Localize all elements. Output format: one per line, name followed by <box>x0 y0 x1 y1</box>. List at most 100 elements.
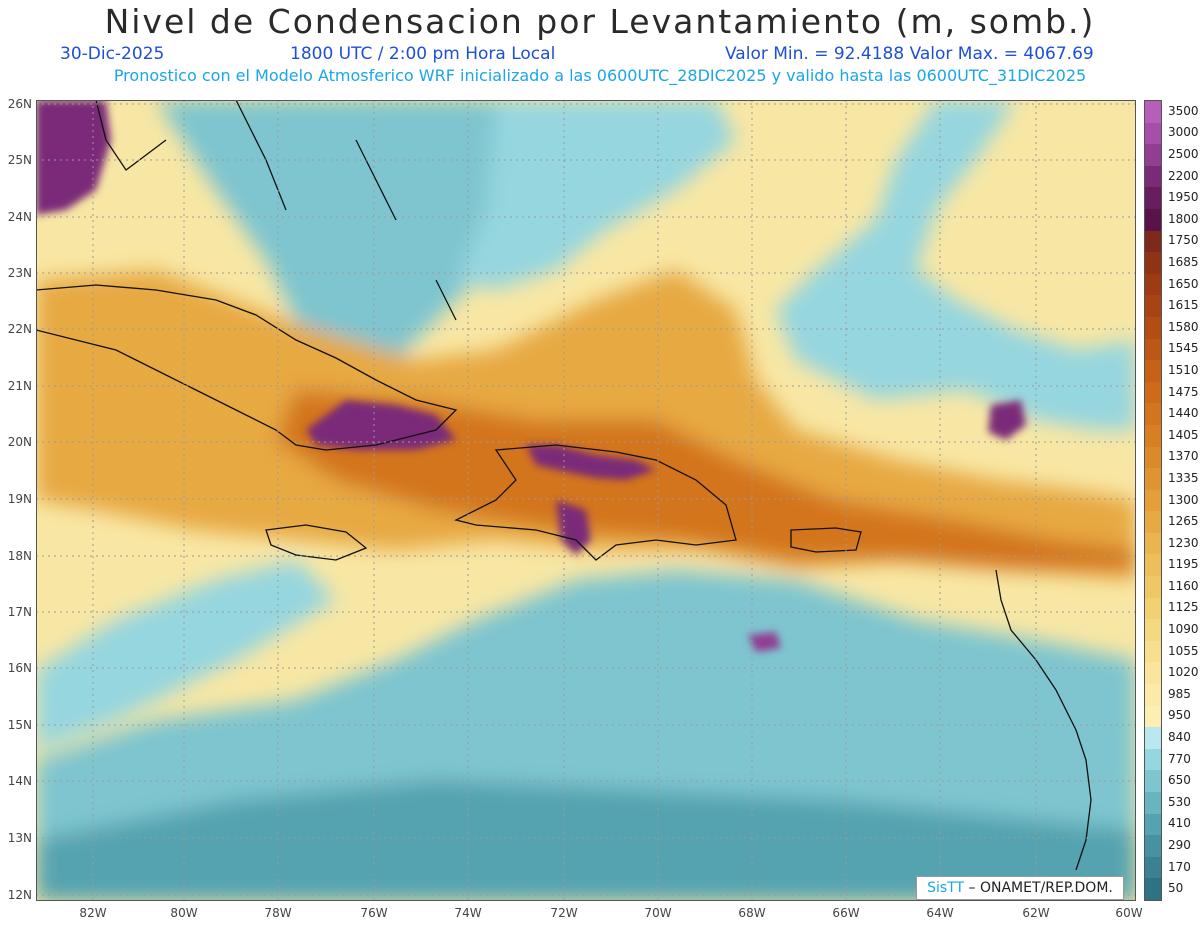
colorbar-tick-label: 410 <box>1168 816 1191 831</box>
colorbar-segment <box>1145 295 1161 318</box>
lat-label: 13N <box>7 831 32 845</box>
colorbar-tick-label: 1335 <box>1168 470 1199 485</box>
purple-northwest-corner <box>36 100 111 215</box>
colorbar-tick-label: 1090 <box>1168 622 1199 637</box>
colorbar-segment <box>1145 532 1161 555</box>
colorbar-segment <box>1145 381 1161 404</box>
lon-label: 82W <box>79 906 107 920</box>
colorbar-tick-label: 1545 <box>1168 341 1199 356</box>
lon-label: 66W <box>832 906 860 920</box>
teal-streak-southwest <box>36 560 336 750</box>
forecast-date: 30-Dic-2025 <box>60 44 165 64</box>
colorbar-segment <box>1145 489 1161 512</box>
colorbar-segment <box>1145 446 1161 469</box>
colorbar-segment <box>1145 468 1161 491</box>
teal-band-northeast <box>456 100 736 290</box>
lat-label: 19N <box>7 492 32 506</box>
colorbar-segment <box>1145 727 1161 750</box>
colorbar-segment <box>1145 792 1161 815</box>
lat-label: 17N <box>7 605 32 619</box>
lat-label: 20N <box>7 435 32 449</box>
colorbar-segment <box>1145 748 1161 771</box>
colorbar-segment <box>1145 597 1161 620</box>
colorbar-segment <box>1145 554 1161 577</box>
lat-label: 23N <box>7 266 32 280</box>
colorbar-tick-label: 650 <box>1168 773 1191 788</box>
lon-label: 70W <box>644 906 672 920</box>
gridlines <box>36 100 1136 901</box>
credit-agency: – ONAMET/REP.DOM. <box>964 880 1113 896</box>
colorbar-segment <box>1145 316 1161 340</box>
lon-label: 72W <box>550 906 578 920</box>
purple-atlantic-patch <box>988 400 1026 440</box>
puerto-rico-coastline <box>790 527 862 553</box>
credit-sis: SisTT <box>927 880 965 896</box>
lat-label: 25N <box>7 153 32 167</box>
colorbar-tick-label: 770 <box>1168 751 1191 766</box>
colorbar-segment <box>1145 856 1161 879</box>
colorbar-segment <box>1145 338 1161 361</box>
colorbar-segment <box>1145 403 1161 426</box>
map-frame <box>36 100 1136 901</box>
colorbar-tick-label: 1405 <box>1168 427 1199 442</box>
colorbar-tick-label: 1020 <box>1168 665 1199 680</box>
model-description: Pronostico con el Modelo Atmosferico WRF… <box>113 66 1087 85</box>
colorbar-segment <box>1145 424 1161 447</box>
colorbar-segment <box>1145 187 1161 210</box>
lat-label: 22N <box>7 322 32 336</box>
colorbar-segment <box>1145 576 1161 599</box>
jamaica-coastline <box>265 524 368 561</box>
colorbar-segment <box>1145 360 1161 383</box>
colorbar-tick-label: 950 <box>1168 708 1191 723</box>
colorbar-tick-label: 1300 <box>1168 492 1199 507</box>
lat-label: 14N <box>7 774 32 788</box>
chart-title: Nivel de Condensacion por Levantamiento … <box>104 2 1096 41</box>
colorbar-tick-label: 1750 <box>1168 233 1199 248</box>
value-range: Valor Min. = 92.4188 Valor Max. = 4067.6… <box>725 44 1094 64</box>
lon-label: 76W <box>360 906 388 920</box>
colorbar-segment <box>1145 662 1161 685</box>
colorbar-segment <box>1145 835 1161 858</box>
colorbar-segment <box>1145 878 1161 901</box>
lat-label: 15N <box>7 718 32 732</box>
colorbar-tick-label: 840 <box>1168 730 1191 745</box>
lesser-antilles-islands <box>995 569 1092 871</box>
credit-box: SisTT – ONAMET/REP.DOM. <box>916 876 1124 900</box>
colorbar-tick-label: 1195 <box>1168 557 1199 572</box>
colorbar-tick-label: 1615 <box>1168 298 1199 313</box>
colorbar-tick-label: 3000 <box>1168 125 1199 140</box>
coastlines <box>36 100 1092 871</box>
teal-south-deep <box>36 780 1136 901</box>
colorbar-segment <box>1145 273 1161 296</box>
cuba-coastline <box>36 284 458 451</box>
forecast-time: 1800 UTC / 2:00 pm Hora Local <box>290 44 556 64</box>
colorbar-segment <box>1145 684 1161 707</box>
colorbar-segment <box>1145 640 1161 663</box>
colorbar-tick-label: 1950 <box>1168 190 1199 205</box>
colorbar-tick-label: 1685 <box>1168 254 1199 269</box>
colorbar-segment <box>1145 208 1161 232</box>
teal-band-north <box>156 100 556 400</box>
colorbar-tick-label: 1800 <box>1168 211 1199 226</box>
colorbar-segment <box>1145 813 1161 836</box>
colorbar-tick-label: 985 <box>1168 686 1191 701</box>
lon-label: 80W <box>170 906 198 920</box>
colorbar-segment <box>1145 705 1161 728</box>
colorbar-tick-label: 3500 <box>1168 103 1199 118</box>
lon-label: 62W <box>1022 906 1050 920</box>
colorbar-tick-label: 1160 <box>1168 578 1199 593</box>
lat-label: 21N <box>7 379 32 393</box>
lat-label: 16N <box>7 661 32 675</box>
colorbar-tick-label: 170 <box>1168 859 1191 874</box>
map-panel <box>36 100 1136 901</box>
lon-label: 78W <box>264 906 292 920</box>
purple-southeast-patch <box>748 632 781 652</box>
colorbar-tick-label: 290 <box>1168 838 1191 852</box>
colorbar-segment <box>1145 101 1161 124</box>
colorbar-segment <box>1145 770 1161 793</box>
colorbar-segment <box>1145 165 1161 188</box>
teal-arc-east <box>756 100 1136 430</box>
colorbar-segment <box>1145 230 1161 253</box>
colorbar-tick-label: 1650 <box>1168 276 1199 291</box>
colorbar-tick-label: 1510 <box>1168 362 1199 377</box>
